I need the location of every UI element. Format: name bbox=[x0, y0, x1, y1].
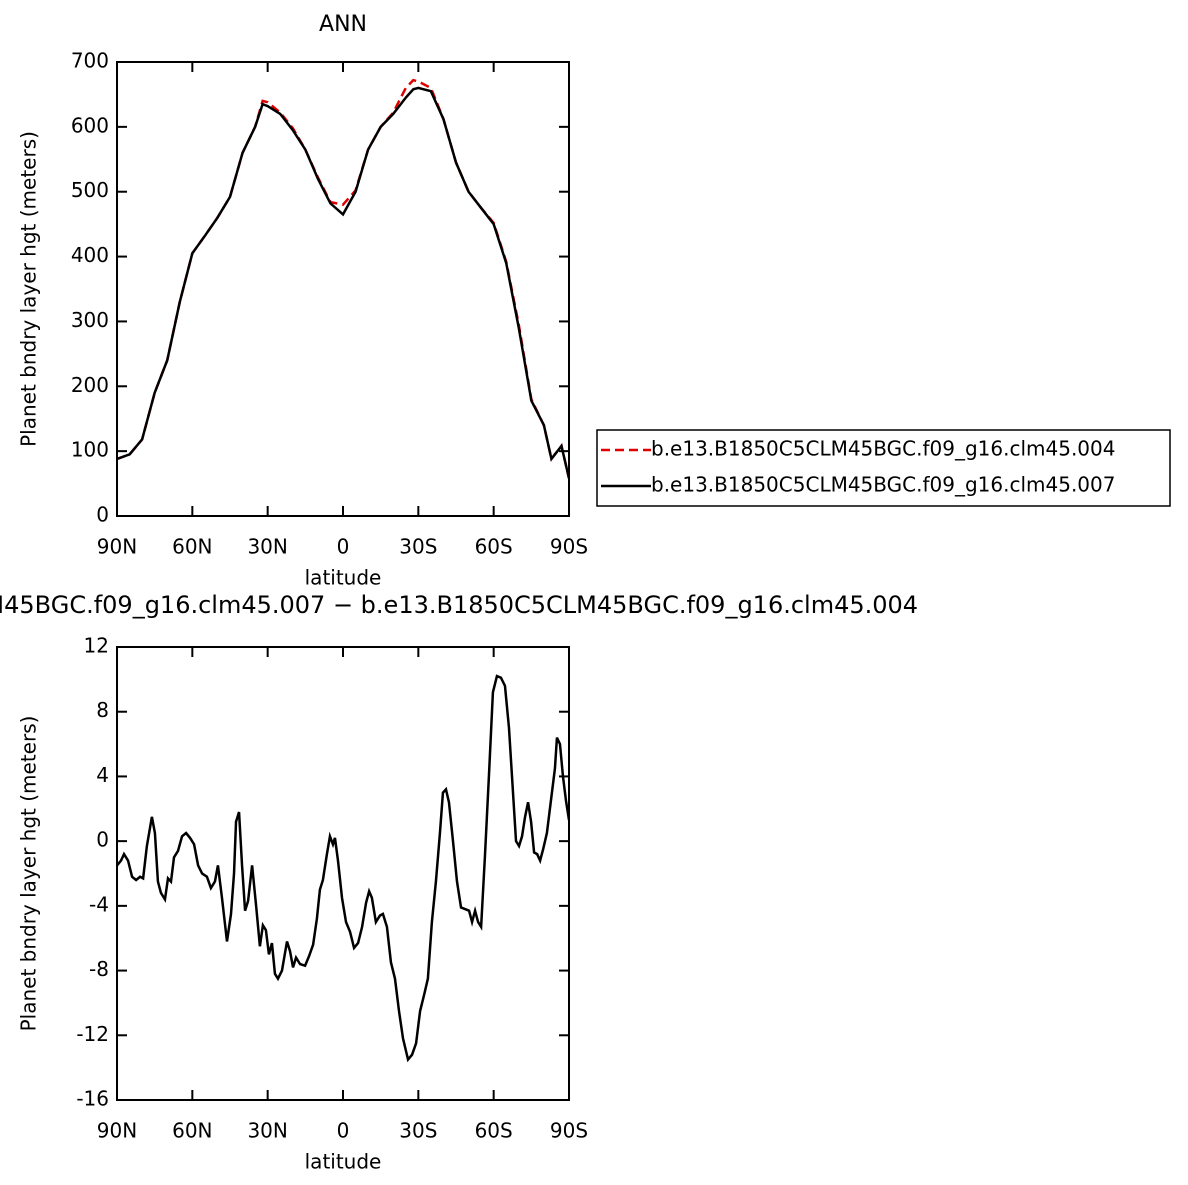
x-axis-label: latitude bbox=[305, 566, 382, 590]
x-tick-label: 90N bbox=[97, 535, 137, 559]
y-tick-label: 0 bbox=[96, 828, 109, 852]
x-tick-label: 60S bbox=[475, 535, 513, 559]
y-tick-label: -8 bbox=[89, 957, 109, 981]
y-tick-label: 0 bbox=[96, 503, 109, 527]
y-tick-label: 700 bbox=[71, 49, 109, 73]
y-tick-label: 400 bbox=[71, 243, 109, 267]
y-tick-label: 100 bbox=[71, 438, 109, 462]
x-tick-label: 90S bbox=[550, 535, 588, 559]
x-tick-label: 30N bbox=[247, 1119, 287, 1143]
y-tick-label: -12 bbox=[76, 1022, 109, 1046]
x-tick-label: 60N bbox=[172, 535, 212, 559]
y-tick-label: 8 bbox=[96, 698, 109, 722]
series-line bbox=[117, 86, 569, 479]
y-tick-label: 500 bbox=[71, 178, 109, 202]
plot-frame bbox=[116, 61, 570, 517]
x-tick-label: 30S bbox=[399, 1119, 437, 1143]
x-tick-label: 60N bbox=[172, 1119, 212, 1143]
x-tick-label: 30N bbox=[247, 535, 287, 559]
y-tick-label: -16 bbox=[76, 1087, 109, 1111]
y-tick-label: 300 bbox=[71, 308, 109, 332]
y-tick-label: 12 bbox=[84, 634, 109, 658]
series-line bbox=[117, 674, 569, 1063]
y-tick-label: 600 bbox=[71, 113, 109, 137]
x-tick-label: 90N bbox=[97, 1119, 137, 1143]
y-tick-label: -4 bbox=[89, 892, 109, 916]
legend-label: b.e13.B1850C5CLM45BGC.f09_g16.clm45.007 bbox=[651, 473, 1115, 497]
x-tick-label: 0 bbox=[337, 535, 350, 559]
chart-title: ANN bbox=[319, 12, 367, 37]
y-axis-label: Planet bndry layer hgt (meters) bbox=[17, 131, 41, 447]
legend-box bbox=[596, 429, 1171, 507]
x-tick-label: 60S bbox=[475, 1119, 513, 1143]
x-tick-label: 0 bbox=[337, 1119, 350, 1143]
x-tick-label: 90S bbox=[550, 1119, 588, 1143]
y-axis-label: Planet bndry layer hgt (meters) bbox=[17, 716, 41, 1032]
chart-title: b.e13.B1850C5CLM45BGC.f09_g16.clm45.007 … bbox=[0, 591, 918, 619]
legend-label: b.e13.B1850C5CLM45BGC.f09_g16.clm45.004 bbox=[651, 437, 1115, 461]
y-tick-label: 4 bbox=[96, 763, 109, 787]
x-axis-label: latitude bbox=[305, 1150, 382, 1174]
y-tick-label: 200 bbox=[71, 373, 109, 397]
plot-frame bbox=[116, 646, 570, 1101]
x-tick-label: 30S bbox=[399, 535, 437, 559]
